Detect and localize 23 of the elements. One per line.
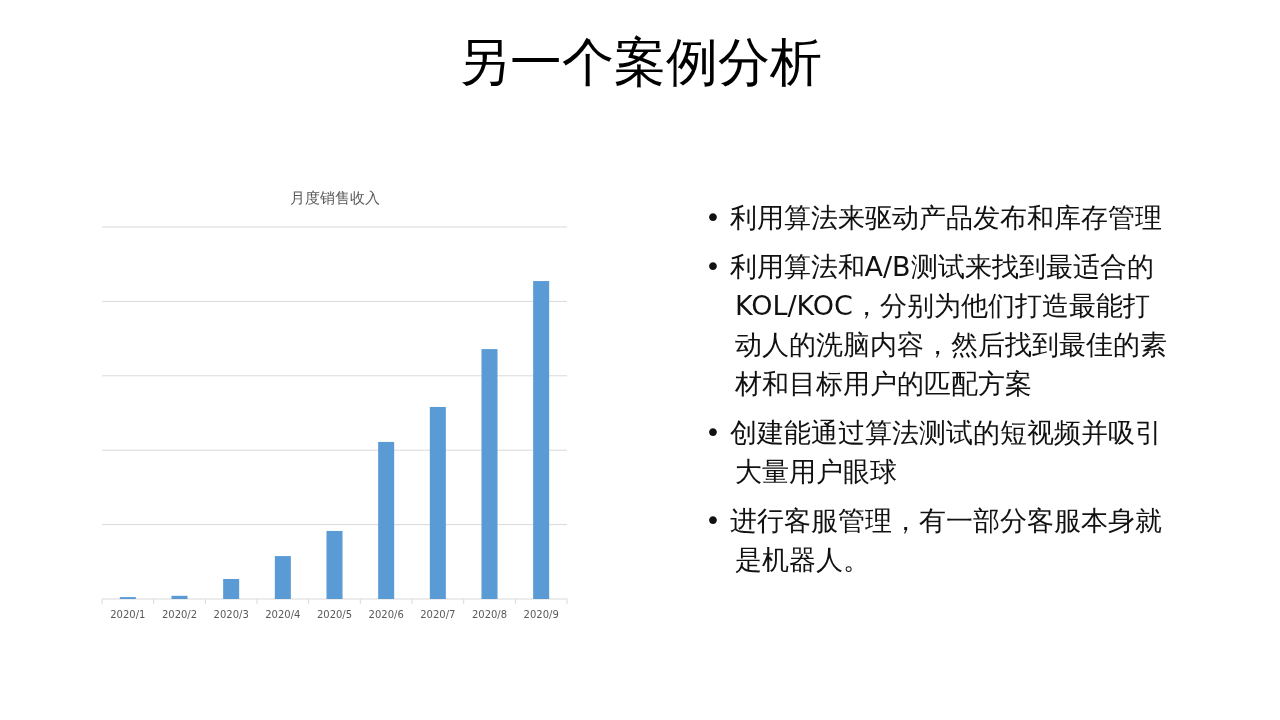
x-tick-label: 2020/5 bbox=[316, 609, 353, 620]
text: • 创建能通过算法测试的短视频并吸引大量用户眼球 bbox=[705, 416, 1163, 489]
bar bbox=[429, 406, 446, 599]
x-tick-label: 2020/4 bbox=[265, 609, 301, 620]
bar bbox=[481, 349, 498, 599]
x-tick-label: 2020/3 bbox=[213, 609, 249, 620]
x-tick-label: 2020/1 bbox=[110, 609, 146, 620]
bar bbox=[378, 441, 395, 599]
text: 另一个案例分析 bbox=[457, 31, 823, 94]
x-tick-label: 2020/7 bbox=[420, 609, 456, 620]
x-tick-label: 2020/9 bbox=[523, 609, 559, 620]
text: • 进行客服管理，有一部分客服本身就是机器人。 bbox=[705, 504, 1163, 577]
text: • 利用算法和A/B测试来找到最适合的KOL/KOC，分别为他们打造最能打动人的洗脑内容，然后找到最佳的素材和目标用户的匹配方案 bbox=[705, 250, 1168, 401]
x-tick-label: 2020/6 bbox=[368, 609, 404, 620]
bar bbox=[533, 281, 550, 599]
bar bbox=[223, 578, 240, 599]
x-tick-label: 2020/8 bbox=[471, 609, 508, 620]
x-tick-label: 2020/2 bbox=[161, 609, 198, 620]
bar bbox=[274, 556, 291, 599]
bar bbox=[326, 530, 343, 599]
chart-title: 月度销售收入 bbox=[289, 189, 380, 207]
text: • 利用算法来驱动产品发布和库存管理 bbox=[705, 201, 1163, 235]
bar bbox=[171, 595, 188, 599]
